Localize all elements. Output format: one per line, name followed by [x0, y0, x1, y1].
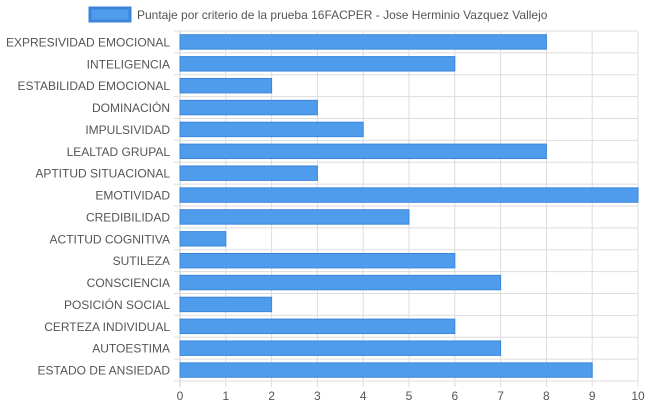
legend-label[interactable]: Puntaje por criterio de la prueba 16FACP…	[137, 8, 548, 22]
x-tick-label: 0	[177, 389, 184, 403]
y-category-label: LEALTAD GRUPAL	[67, 145, 171, 159]
y-category-label: CONSCIENCIA	[87, 276, 170, 290]
bars	[179, 34, 639, 378]
x-tick-label: 7	[497, 389, 504, 403]
bar[interactable]	[179, 252, 456, 269]
x-tick-label: 4	[360, 389, 367, 403]
bar[interactable]	[179, 340, 502, 356]
x-tick-label: 1	[222, 389, 229, 403]
bar[interactable]	[179, 99, 318, 116]
y-category-label: INTELIGENCIA	[87, 57, 170, 71]
legend[interactable]: Puntaje por criterio de la prueba 16FACP…	[88, 6, 548, 23]
bar[interactable]	[179, 318, 456, 335]
bar[interactable]	[179, 231, 227, 247]
x-tick-label: 5	[406, 389, 413, 403]
y-category-label: EXPRESIVIDAD EMOCIONAL	[6, 35, 170, 49]
y-category-label: SUTILEZA	[113, 254, 170, 268]
bar[interactable]	[179, 121, 364, 138]
x-tick-label: 2	[268, 389, 275, 403]
grid-lines	[174, 30, 639, 387]
y-category-label: CERTEZA INDIVIDUAL	[44, 320, 170, 334]
y-category-label: AUTOESTIMA	[92, 342, 170, 356]
x-tick-label: 8	[543, 389, 550, 403]
y-category-label: ESTABILIDAD EMOCIONAL	[18, 79, 171, 93]
x-tick-label: 10	[631, 389, 645, 403]
legend-swatch[interactable]	[88, 6, 132, 23]
bar[interactable]	[179, 274, 502, 291]
bar[interactable]	[179, 165, 318, 181]
x-tick-label: 6	[451, 389, 458, 403]
bar[interactable]	[179, 56, 456, 72]
y-category-label: ACTITUD COGNITIVA	[50, 232, 170, 246]
y-category-label: IMPULSIVIDAD	[85, 123, 170, 137]
bar[interactable]	[179, 77, 273, 94]
y-category-label: EMOTIVIDAD	[95, 189, 170, 203]
bar[interactable]	[179, 209, 410, 225]
bar[interactable]	[179, 34, 547, 50]
bar[interactable]	[179, 187, 639, 203]
bar[interactable]	[179, 143, 547, 160]
x-axis-labels: 0 1 2 3 4 5 6 7 8 9 10	[177, 389, 645, 403]
x-tick-label: 9	[589, 389, 596, 403]
y-category-label: CREDIBILIDAD	[86, 210, 170, 224]
y-category-label: POSICIÓN SOCIAL	[64, 297, 170, 312]
x-tick-label: 3	[314, 389, 321, 403]
y-category-label: APTITUD SITUACIONAL	[35, 167, 170, 181]
y-axis-labels: EXPRESIVIDAD EMOCIONAL INTELIGENCIA ESTABI…	[6, 35, 170, 377]
bar[interactable]	[179, 362, 593, 378]
y-category-label: ESTADO DE ANSIEDAD	[38, 364, 171, 378]
y-category-label: DOMINACIÓN	[92, 100, 170, 115]
bar[interactable]	[179, 296, 273, 313]
